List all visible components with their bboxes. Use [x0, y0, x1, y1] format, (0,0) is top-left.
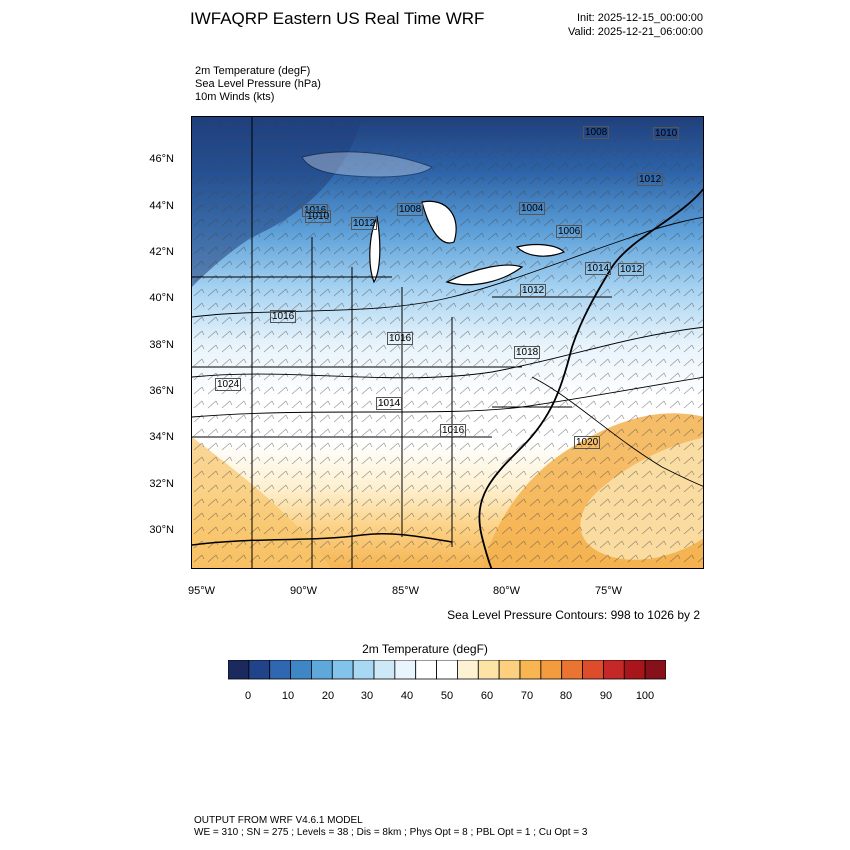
colorbar-swatch [290, 660, 312, 680]
lon-label-95w: 95°W [188, 585, 216, 597]
colorbar-tick-label: 30 [360, 690, 374, 702]
lon-label-90w: 90°W [290, 585, 318, 597]
colorbar-tick-label: 0 [244, 690, 252, 702]
lat-label-34n: 34°N [149, 431, 174, 443]
pressure-contour-label: 1004 [519, 202, 546, 215]
colorbar-tick-label: 20 [321, 690, 335, 702]
colorbar-swatch [644, 660, 666, 680]
lake-superior [301, 151, 433, 178]
colorbar-tick-label: 60 [480, 690, 494, 702]
pressure-contour-label: 1012 [618, 263, 645, 276]
colorbar-swatch [436, 660, 458, 680]
colorbar-swatch [415, 660, 437, 680]
colorbar-swatch [248, 660, 271, 680]
lat-label-40n: 40°N [149, 292, 174, 304]
pressure-contour-label: 1020 [574, 436, 601, 449]
colorbar-swatch [603, 660, 625, 680]
lat-label-42n: 42°N [149, 246, 174, 258]
wind-barbs [192, 117, 703, 568]
lon-label-80w: 80°W [493, 585, 521, 597]
colorbar-tick-label: 40 [400, 690, 414, 702]
colorbar-swatch [519, 660, 542, 680]
init-time: Init: 2025-12-15_00:00:00 [577, 12, 703, 24]
colorbar-swatch [331, 660, 354, 680]
colorbar-swatch [228, 660, 250, 680]
lon-label-85w: 85°W [392, 585, 420, 597]
pressure-contour-label: 1024 [215, 378, 242, 391]
lat-label-36n: 36°N [149, 385, 174, 397]
pressure-contour-label: 1012 [637, 173, 664, 186]
valid-time: Valid: 2025-12-21_06:00:00 [568, 26, 703, 38]
colorbar-swatch [540, 660, 563, 680]
pressure-contour-label: 1016 [387, 332, 414, 345]
lake-ontario [515, 243, 566, 257]
plot-title: IWFAQRP Eastern US Real Time WRF [190, 9, 485, 28]
lat-label-32n: 32°N [149, 478, 174, 490]
pressure-contour-label: 1010 [653, 127, 680, 140]
pressure-contours [192, 216, 703, 487]
colorbar-swatch [477, 660, 500, 680]
pressure-contour-label: 1010 [305, 210, 332, 223]
colorbar-swatch [352, 660, 375, 680]
pressure-contour-label: 1006 [556, 225, 583, 238]
pressure-contour-label: 1014 [585, 262, 612, 275]
pressure-contour-label: 1008 [397, 203, 424, 216]
lat-label-30n: 30°N [149, 524, 174, 536]
colorbar-tick-label: 10 [281, 690, 295, 702]
lake-michigan [369, 214, 381, 284]
field-temperature-label: 2m Temperature (degF) [195, 65, 311, 77]
atlantic-coastline [478, 187, 703, 568]
lat-label-44n: 44°N [149, 200, 174, 212]
lake-erie [445, 264, 524, 286]
pressure-contour-label: 1016 [270, 310, 297, 323]
map-canvas [192, 117, 703, 568]
model-info: OUTPUT FROM WRF V4.6.1 MODEL [194, 815, 363, 826]
colorbar-swatch [498, 660, 521, 680]
colorbar-tick-label: 80 [559, 690, 573, 702]
colorbar-swatch [269, 660, 291, 680]
lake-huron [421, 200, 457, 244]
pressure-contour-label: 1008 [583, 126, 610, 139]
field-pressure-label: Sea Level Pressure (hPa) [195, 78, 321, 90]
pressure-contour-label: 1018 [514, 346, 541, 359]
colorbar-swatch [373, 660, 396, 680]
colorbar-swatch [582, 660, 604, 680]
temperature-colorbar [228, 660, 666, 680]
lon-label-75w: 75°W [595, 585, 623, 597]
pressure-contour-label: 1012 [351, 217, 378, 230]
colorbar-swatch [623, 660, 646, 680]
colorbar-tick-label: 70 [520, 690, 534, 702]
lat-label-38n: 38°N [149, 339, 174, 351]
slp-contour-note: Sea Level Pressure Contours: 998 to 1026… [447, 608, 700, 622]
model-config: WE = 310 ; SN = 275 ; Levels = 38 ; Dis … [194, 827, 588, 838]
colorbar-swatch [394, 660, 417, 680]
lat-label-46n: 46°N [149, 153, 174, 165]
pressure-contour-label: 1014 [376, 397, 403, 410]
colorbar-swatch [457, 660, 479, 680]
colorbar-tick-label: 50 [440, 690, 454, 702]
colorbar-swatch [311, 660, 333, 680]
gulf-coastline [192, 532, 453, 546]
colorbar-tick-label: 90 [599, 690, 613, 702]
colorbar-tick-label: 100 [635, 690, 655, 702]
pressure-contour-label: 1016 [440, 424, 467, 437]
colorbar-swatch [561, 660, 583, 680]
colorbar-title: 2m Temperature (degF) [362, 642, 488, 656]
field-winds-label: 10m Winds (kts) [195, 91, 275, 103]
pressure-contour-label: 1012 [520, 284, 547, 297]
temperature-map [191, 116, 704, 569]
